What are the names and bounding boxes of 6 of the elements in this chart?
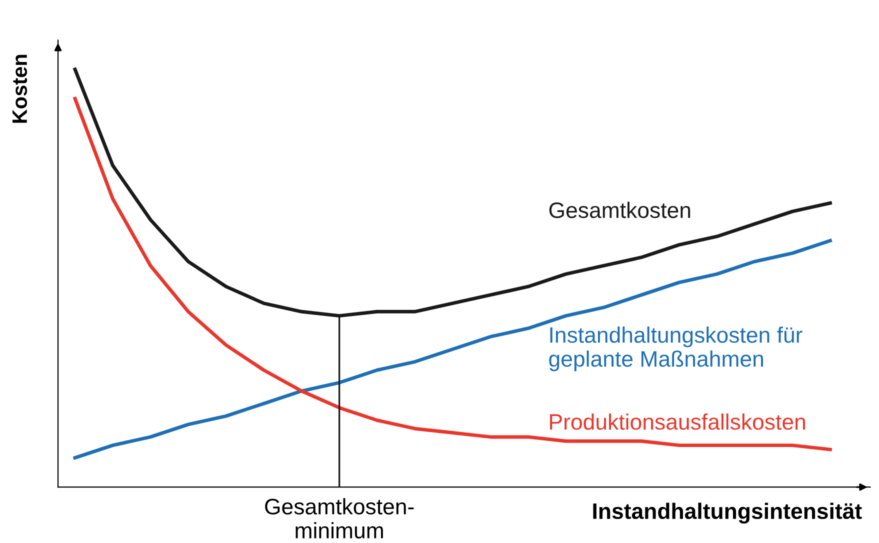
series-label: Gesamtkosten <box>549 202 690 218</box>
y-axis-title: Kosten <box>12 54 28 123</box>
series-label: Instandhaltungskosten für geplante Maßnahmen <box>549 326 802 372</box>
x-axis-title: Instandhaltungsintensität <box>593 502 862 524</box>
text: Gesamtkosten- minimum <box>265 498 414 538</box>
series-label: Produktionsausfallskosten <box>550 413 805 430</box>
